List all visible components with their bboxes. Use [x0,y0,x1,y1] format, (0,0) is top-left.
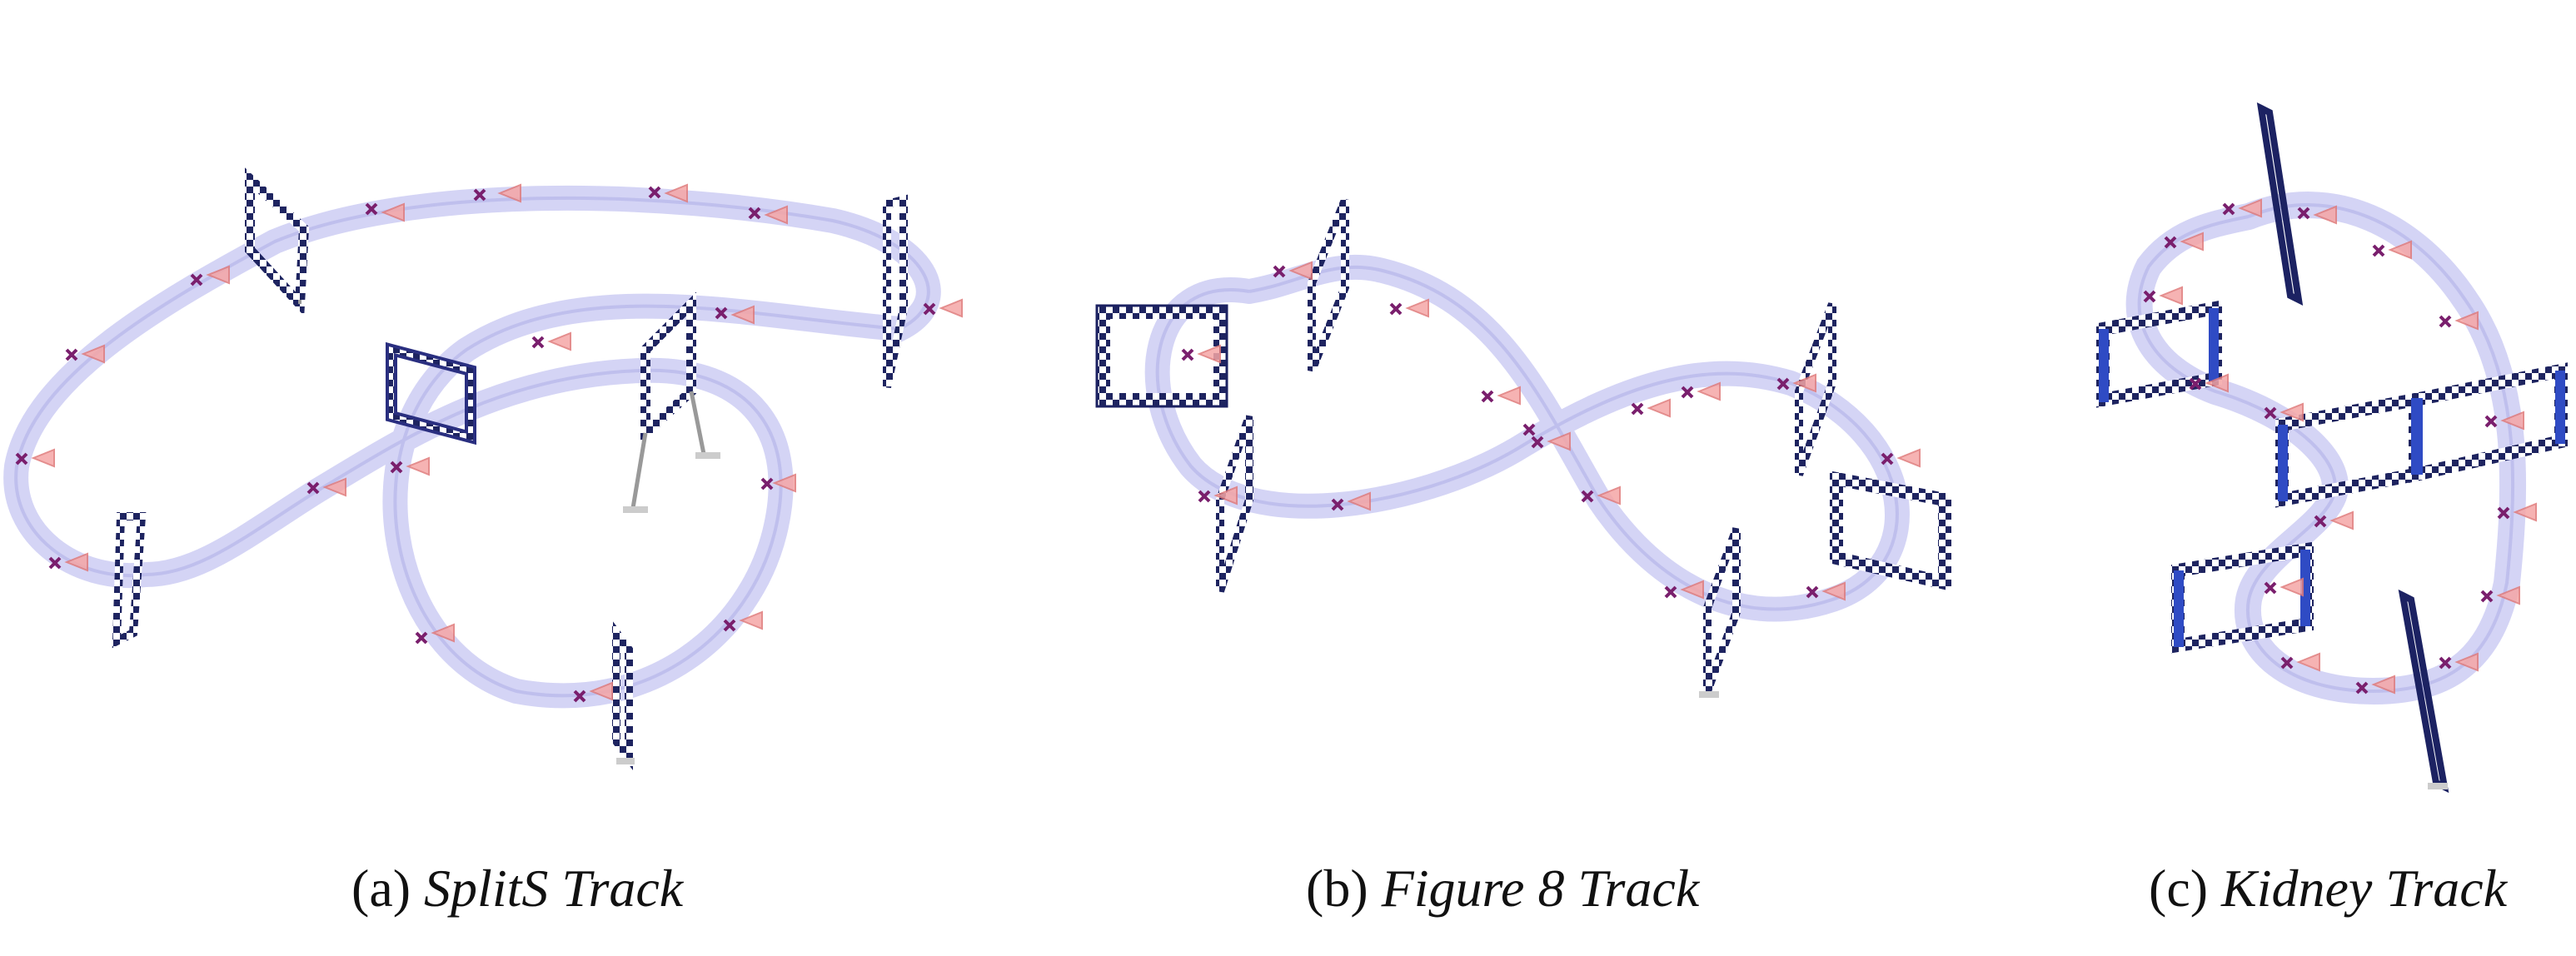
gate-icon [1216,415,1253,593]
caption-label: (a) [351,859,411,918]
thrust-icon [1197,261,1921,601]
gate-icon [883,194,908,389]
drone-icon [1181,265,1894,599]
gate-icon [245,167,310,316]
gate-icon [612,620,635,770]
thrust-icon [31,183,963,701]
caption-label: (c) [2149,859,2209,918]
kidney-track-path [2125,192,2527,705]
gate-icon [386,341,476,446]
drone-icon [2143,202,2510,695]
gate-icon [1830,471,1951,592]
caption-figure8: (b) Figure 8 Track [1306,858,1699,919]
gate-icon [1308,198,1349,372]
gate-icon [2398,589,2449,794]
caption-kidney: (c) Kidney Track [2149,858,2507,919]
panel-splits-track [3,167,963,770]
gate-icon [2171,541,2314,654]
figure8-track-path [1144,254,1910,622]
gate-icon [2275,362,2568,508]
drone-icon [15,186,936,703]
thrust-icon [2159,198,2537,695]
gate-icon [623,291,720,513]
caption-splits: (a) SplitS Track [351,858,683,919]
gate-icon [1795,302,1836,476]
caption-title: Figure 8 Track [1381,859,1700,918]
caption-label: (b) [1306,859,1368,918]
caption-title: Kidney Track [2221,859,2508,918]
gate-icon [2256,102,2304,306]
caption-title: SplitS Track [424,859,684,918]
gate-icon [1699,527,1741,698]
splits-track-path [3,185,941,709]
panel-figure8-track [1095,198,1951,698]
gate-icon [112,512,147,649]
panel-kidney-track [2096,102,2568,794]
